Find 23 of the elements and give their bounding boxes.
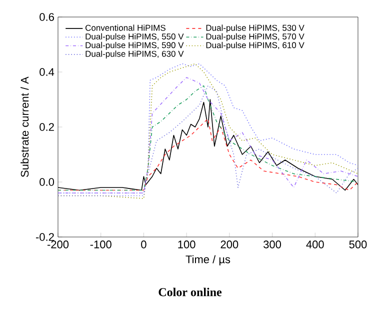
- x-tick-label: -100: [90, 240, 112, 248]
- y-tick-label: 0.4: [40, 68, 54, 76]
- y-axis-title: Substrate current / A: [20, 76, 29, 177]
- legend-label: Dual-pulse HiPIMS, 590 V: [86, 42, 184, 50]
- legend-label: Dual-pulse HiPIMS, 550 V: [86, 33, 184, 42]
- legend-label: Dual-pulse HiPIMS, 630 V: [86, 50, 184, 58]
- x-tick-label: 200: [220, 240, 238, 248]
- y-tick-label: 0.6: [40, 13, 54, 21]
- y-tick-label: 0.0: [40, 178, 54, 186]
- y-tick-label: 0.2: [40, 123, 54, 131]
- x-tick-label: 400: [306, 240, 324, 248]
- x-tick-label: 100: [178, 240, 196, 248]
- x-tick-label: 0: [141, 240, 146, 248]
- legend-label: Dual-pulse HiPIMS, 570 V: [206, 33, 304, 42]
- legend-label: Conventional HiPIMS: [86, 24, 166, 31]
- x-axis-title: Time / µs: [186, 255, 230, 266]
- text: Color online: [158, 288, 222, 296]
- legend-label: Dual-pulse HiPIMS, 530 V: [206, 24, 304, 33]
- x-tick-label: 500: [349, 240, 367, 248]
- x-tick-label: -200: [47, 240, 69, 248]
- x-tick-label: 300: [264, 240, 282, 248]
- legend-label: Dual-pulse HiPIMS, 610 V: [206, 42, 304, 50]
- y-tick-label: -0.2: [36, 233, 54, 241]
